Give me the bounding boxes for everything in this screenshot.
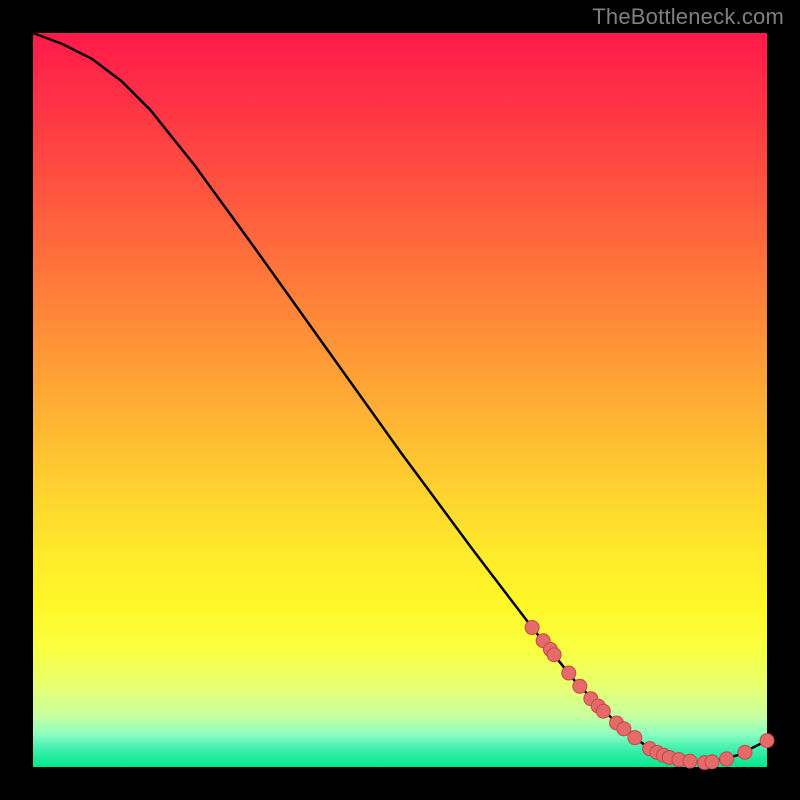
data-marker <box>525 621 539 635</box>
data-marker <box>573 679 587 693</box>
chart-container: TheBottleneck.com <box>0 0 800 800</box>
data-marker <box>705 755 719 769</box>
data-marker <box>760 734 774 748</box>
bottleneck-chart <box>0 0 800 800</box>
watermark-text: TheBottleneck.com <box>592 4 784 30</box>
data-marker <box>683 754 697 768</box>
data-marker <box>720 752 734 766</box>
data-marker <box>738 745 752 759</box>
data-marker <box>547 648 561 662</box>
data-marker <box>562 666 576 680</box>
plot-background <box>33 33 767 767</box>
data-marker <box>596 704 610 718</box>
data-marker <box>628 731 642 745</box>
